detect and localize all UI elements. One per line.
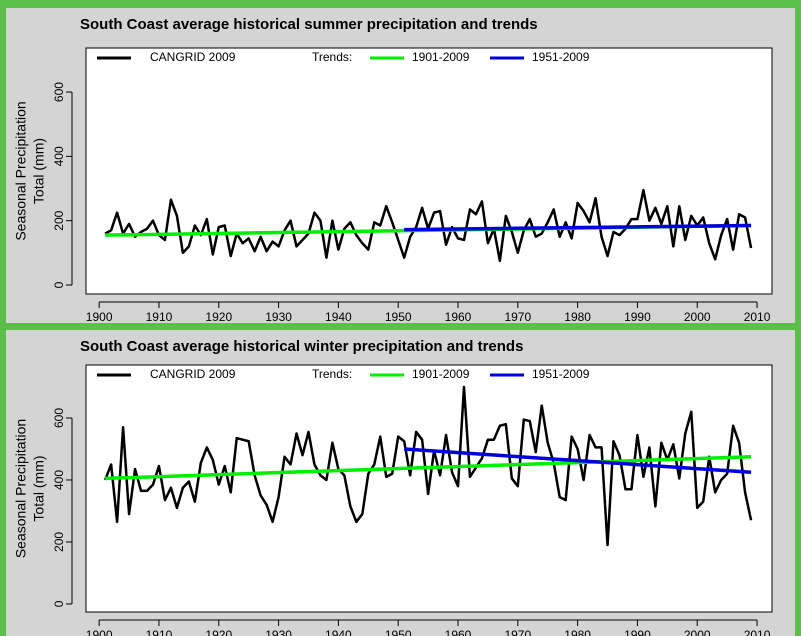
y-tick-label: 200 — [52, 210, 66, 230]
x-tick-label: 1990 — [624, 628, 651, 636]
y-tick-label: 400 — [52, 470, 66, 490]
x-tick-label: 2010 — [744, 310, 771, 324]
legend-label: 1901-2009 — [412, 367, 470, 381]
x-tick-label: 2000 — [684, 628, 711, 636]
x-tick-label: 1910 — [146, 628, 173, 636]
trend-line — [404, 447, 752, 474]
x-tick-label: 1920 — [205, 628, 232, 636]
y-tick-label: 0 — [52, 600, 66, 607]
x-tick-label: 1900 — [86, 628, 113, 636]
legend-label: 1901-2009 — [412, 50, 470, 64]
y-axis-label: Total (mm) — [31, 138, 47, 204]
y-axis-label: Seasonal Precipitation — [13, 101, 29, 240]
y-axis-label: Seasonal Precipitation — [13, 419, 29, 558]
x-tick-label: 1950 — [385, 628, 412, 636]
trend-line — [105, 454, 752, 481]
legend-label: CANGRID 2009 — [150, 50, 236, 64]
x-tick-label: 1980 — [564, 310, 591, 324]
chart-title: South Coast average historical winter pr… — [80, 338, 523, 355]
y-tick-label: 200 — [52, 532, 66, 552]
x-tick-label: 1980 — [564, 628, 591, 636]
y-tick-label: 600 — [52, 408, 66, 428]
y-tick-label: 600 — [52, 82, 66, 102]
legend-label: 1951-2009 — [532, 367, 590, 381]
x-tick-label: 2010 — [744, 628, 771, 636]
legend-prefix: Trends: — [312, 367, 352, 381]
y-tick-label: 400 — [52, 146, 66, 166]
x-tick-label: 1900 — [86, 310, 113, 324]
x-tick-label: 1970 — [504, 310, 531, 324]
legend-prefix: Trends: — [312, 50, 352, 64]
x-tick-label: 1990 — [624, 310, 651, 324]
x-tick-label: 1910 — [146, 310, 173, 324]
x-tick-label: 1940 — [325, 310, 352, 324]
chart-title: South Coast average historical summer pr… — [80, 16, 538, 33]
x-tick-label: 1960 — [445, 628, 472, 636]
data-line — [103, 385, 753, 547]
y-axis-label: Total (mm) — [31, 455, 47, 521]
plot-area — [85, 47, 773, 295]
x-tick-label: 1970 — [504, 628, 531, 636]
x-tick-label: 1940 — [325, 628, 352, 636]
x-tick-label: 1930 — [265, 310, 292, 324]
x-tick-label: 2000 — [684, 310, 711, 324]
legend-label: CANGRID 2009 — [150, 367, 236, 381]
x-tick-label: 1930 — [265, 628, 292, 636]
x-tick-label: 1920 — [205, 310, 232, 324]
legend-label: 1951-2009 — [532, 50, 590, 64]
trend-line — [404, 223, 752, 232]
x-tick-label: 1960 — [445, 310, 472, 324]
y-tick-label: 0 — [52, 281, 66, 288]
x-tick-label: 1950 — [385, 310, 412, 324]
